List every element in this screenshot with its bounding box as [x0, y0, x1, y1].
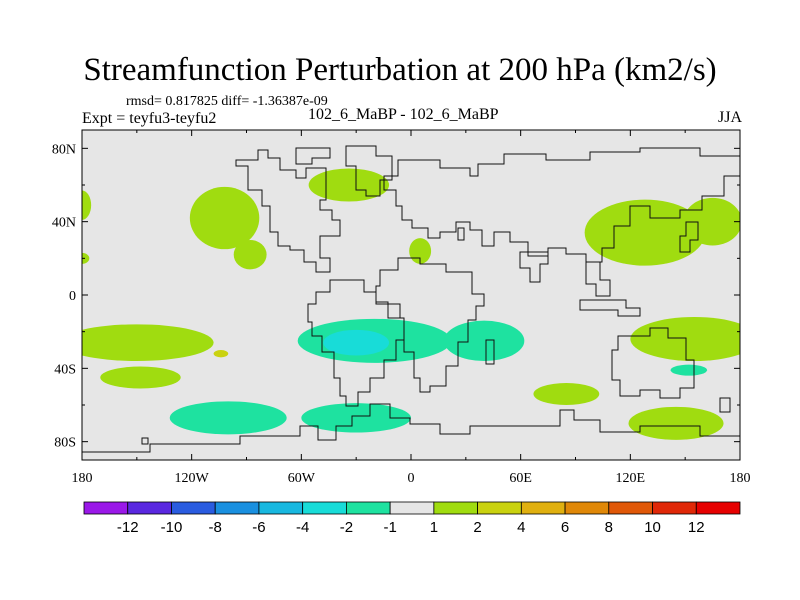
colorbar-label: 6: [561, 519, 569, 536]
x-tick-label: 120E: [616, 471, 646, 486]
region-positive-north-pacific-west-small: [82, 252, 90, 264]
coastline-canadian-arctic: [295, 147, 331, 165]
region-positive-north-pacific-west: [82, 190, 92, 220]
map-axes: 180 120W 60W 0 60E 120E 180 80N 40N 0 40S 80S: [52, 130, 751, 486]
x-tick-label: 180: [72, 471, 93, 486]
colorbar: -12 -10 -8 -6 -4 -2 -1 1 2 4 6 8 10 12: [83, 501, 741, 536]
coastlines: [82, 145, 740, 453]
region-positive-australia-west: [630, 317, 740, 361]
coastline-antarctic-island: [141, 437, 149, 445]
region-positive-north-america-northwest: [308, 168, 390, 202]
x-tick-label: 180: [730, 471, 751, 486]
y-tick-label: 0: [69, 289, 76, 304]
region-positive-southern-ocean-east: [628, 406, 724, 440]
x-tick-label: 0: [408, 471, 415, 486]
coastline-japan: [679, 221, 699, 253]
region-positive-south-pacific-midlat: [100, 366, 181, 389]
y-tick-label: 80S: [54, 436, 76, 451]
region-positive-indian-ocean: [533, 383, 600, 405]
colorbar-swatch: [695, 501, 741, 515]
colorbar-label: 4: [517, 519, 525, 536]
colorbar-label: -6: [252, 519, 265, 536]
region-positive-europe: [409, 238, 432, 264]
colorbar-swatch: [477, 501, 522, 515]
colorbar-swatch: [652, 501, 697, 515]
colorbar-label: -1: [383, 519, 396, 536]
coastline-north-america: [235, 149, 341, 273]
region-positive-south-pacific-subtropics: [82, 324, 214, 361]
rmsd-diff-stats: rmsd= 0.817825 diff= -1.36387e-09: [126, 94, 328, 109]
contour-fill-regions: [82, 168, 740, 440]
colorbar-label: 12: [688, 519, 705, 536]
season-label: JJA: [717, 109, 742, 126]
colorbar-label: -12: [117, 519, 139, 536]
coastline-europe-island: [457, 227, 465, 241]
colorbar-swatch: [171, 501, 216, 515]
colorbar-swatch: [214, 501, 260, 515]
colorbar-swatch: [83, 501, 129, 515]
y-tick-label: 40N: [52, 216, 76, 231]
x-tick-label: 120W: [175, 471, 210, 486]
region-positive-south-pacific-core: [213, 350, 229, 358]
coastline-south-america: [307, 279, 405, 407]
region-negative-southern-ocean-west: [169, 401, 287, 435]
colorbar-swatch: [345, 501, 391, 515]
experiment-label: Expt = teyfu3-teyfu2: [82, 110, 217, 127]
colorbar-swatch: [302, 501, 347, 515]
coastline-indonesia: [579, 299, 641, 317]
colorbar-label: 1: [430, 519, 438, 536]
colorbar-swatch: [389, 501, 435, 515]
colorbar-swatch: [433, 501, 479, 515]
coastline-se-asia: [585, 261, 611, 297]
chart-title: Streamfunction Perturbation at 200 hPa (…: [83, 52, 717, 88]
region-positive-north-america: [189, 186, 260, 250]
colorbar-swatch: [520, 501, 566, 515]
coastline-india: [519, 251, 549, 283]
case-label: 102_6_MaBP - 102_6_MaBP: [308, 106, 499, 123]
colorbar-label: 2: [473, 519, 481, 536]
colorbar-swatch: [258, 501, 304, 515]
region-positive-east-asia: [584, 199, 706, 266]
colorbar-label: 8: [605, 519, 613, 536]
coastline-madagascar: [485, 339, 495, 365]
y-tick-label: 40S: [54, 362, 76, 377]
region-negative-south-africa: [443, 320, 525, 362]
coastline-new-zealand: [719, 397, 731, 413]
colorbar-label: 10: [644, 519, 661, 536]
colorbar-label: -2: [340, 519, 353, 536]
colorbar-swatch: [608, 501, 653, 515]
colorbar-swatch: [127, 501, 172, 515]
colorbar-swatch: [564, 501, 610, 515]
x-tick-label: 60W: [288, 471, 316, 486]
region-positive-north-america-south: [233, 240, 267, 270]
region-negative-southern-ocean-atlantic: [301, 403, 411, 433]
colorbar-label: -8: [209, 519, 222, 536]
coastline-eurasia: [383, 147, 740, 263]
coastline-antarctica: [82, 403, 740, 453]
coastline-australia: [611, 327, 695, 399]
coastline-greenland: [345, 145, 393, 197]
y-tick-label: 80N: [52, 142, 76, 157]
colorbar-label: -4: [296, 519, 309, 536]
coastline-africa: [375, 257, 485, 393]
x-tick-label: 60E: [509, 471, 532, 486]
region-negative-south-atlantic-core: [323, 329, 390, 356]
region-negative-australia-small: [670, 364, 708, 376]
colorbar-label: -10: [161, 519, 183, 536]
